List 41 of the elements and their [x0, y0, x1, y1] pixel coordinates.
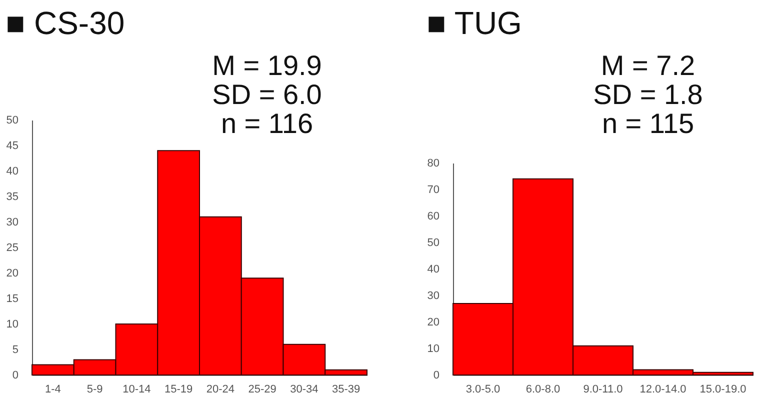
x-tick-label: 15.0-19.0 — [700, 384, 746, 396]
text: SD = 1.8 — [593, 79, 703, 110]
y-tick-label: 25 — [6, 242, 18, 254]
y-tick-label: 45 — [6, 140, 18, 152]
x-tick-label: 20-24 — [206, 384, 235, 396]
y-tick-label: 20 — [427, 316, 440, 328]
y-tick-label: 60 — [427, 210, 440, 222]
x-tick-label: 12.0-14.0 — [640, 384, 686, 396]
y-tick-label: 0 — [12, 370, 18, 382]
y-tick-label: 50 — [427, 237, 440, 249]
text: M = 19.9 — [212, 50, 322, 81]
y-tick-label: 35 — [6, 191, 18, 203]
y-tick-label: 40 — [6, 166, 18, 178]
y-tick-label: 70 — [427, 184, 440, 196]
y-tick-label: 15 — [6, 293, 18, 305]
x-tick-label: 1-4 — [44, 384, 61, 396]
x-tick-label: 3.0-5.0 — [466, 384, 500, 396]
x-tick-label: 10-14 — [122, 384, 151, 396]
x-tick-label: 30-34 — [290, 384, 318, 396]
y-tick-label: 20 — [6, 268, 18, 280]
y-tick-label: 10 — [427, 343, 440, 355]
text: M = 7.2 — [600, 50, 696, 81]
annotation: n = 116 — [220, 108, 314, 139]
x-tick-label: 25-29 — [248, 384, 276, 396]
text: SD = 6.0 — [212, 79, 322, 110]
y-tick-label: 80 — [427, 158, 440, 170]
y-tick-label: 0 — [433, 370, 440, 382]
y-tick-label: 5 — [12, 344, 18, 356]
x-tick-label: 15-19 — [164, 384, 193, 396]
chart-title: ■ TUG — [426, 5, 522, 41]
chart-title: ■ CS-30 — [6, 5, 125, 41]
y-tick-label: 50 — [6, 114, 18, 126]
text: n = 115 — [602, 108, 694, 139]
x-tick-label: 35-39 — [332, 384, 360, 396]
x-tick-label: 9.0-11.0 — [583, 384, 623, 396]
y-tick-label: 30 — [6, 216, 18, 228]
y-tick-label: 30 — [427, 290, 440, 302]
y-tick-label: 10 — [6, 318, 18, 330]
x-tick-label: 6.0-8.0 — [526, 384, 560, 396]
x-tick-label: 5-9 — [86, 384, 103, 396]
y-tick-label: 40 — [427, 264, 440, 276]
